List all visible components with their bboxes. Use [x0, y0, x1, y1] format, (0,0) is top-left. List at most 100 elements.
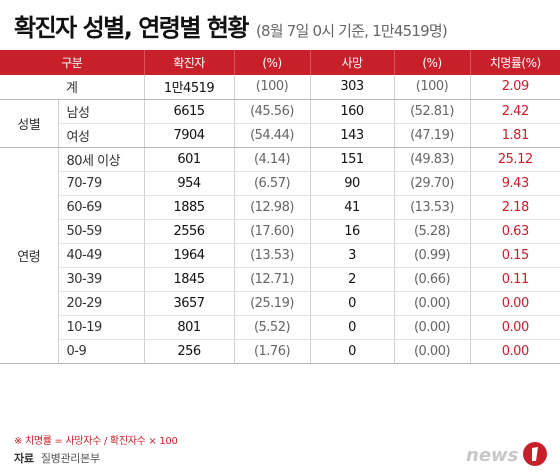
cases-pct-cell: (54.44)	[234, 123, 311, 148]
fatality-cell: 0.00	[470, 291, 560, 316]
table-row: 성별 남성 6615 (45.56) 160 (52.81) 2.42	[0, 99, 560, 148]
table-row: 70-79 954 (6.57) 90 (29.70) 9.43	[0, 171, 560, 196]
row-label: 여성	[58, 123, 145, 148]
cases-pct-cell: (25.19)	[234, 291, 311, 316]
cases-cell: 6615	[144, 99, 235, 124]
deaths-cell: 151	[310, 147, 395, 172]
deaths-cell: 0	[310, 291, 395, 316]
cases-cell: 1만4519	[144, 75, 235, 100]
fatality-cell: 2.18	[470, 195, 560, 220]
cases-cell: 1964	[144, 243, 235, 268]
deaths-pct-cell: (13.53)	[394, 195, 471, 220]
cases-cell: 1885	[144, 195, 235, 220]
fatality-cell: 0.15	[470, 243, 560, 268]
cases-cell: 2556	[144, 219, 235, 244]
cases-cell: 7904	[144, 123, 235, 148]
deaths-pct-cell: (52.81)	[394, 99, 471, 124]
table-row-total: 계 1만4519 (100) 303 (100) 2.09	[0, 75, 560, 100]
cases-pct-cell: (4.14)	[234, 147, 311, 172]
header-cases: 확진자	[144, 50, 235, 75]
table-row: 연령 80세 이상 601 (4.14) 151 (49.83) 25.12	[0, 147, 560, 364]
fatality-cell: 2.09	[470, 75, 560, 100]
svg-text:news: news	[466, 445, 519, 466]
row-label: 계	[0, 75, 145, 100]
table-row: 0-9 256 (1.76) 0 (0.00) 0.00	[0, 339, 560, 364]
group-label-age: 연령	[0, 147, 59, 364]
deaths-cell: 41	[310, 195, 395, 220]
table-row: 50-59 2556 (17.60) 16 (5.28) 0.63	[0, 219, 560, 244]
source-value: 질병관리본부	[40, 452, 100, 465]
footnote: ※ 치명률 = 사망자수 / 확진자수 × 100	[14, 436, 178, 447]
deaths-pct-cell: (29.70)	[394, 171, 471, 196]
cases-pct-cell: (13.53)	[234, 243, 311, 268]
row-label: 60-69	[58, 195, 145, 220]
row-label: 30-39	[58, 267, 145, 292]
deaths-cell: 16	[310, 219, 395, 244]
header-fatality: 치명률(%)	[470, 50, 560, 75]
deaths-cell: 143	[310, 123, 395, 148]
cases-cell: 3657	[144, 291, 235, 316]
table-row: 30-39 1845 (12.71) 2 (0.66) 0.11	[0, 267, 560, 292]
cases-pct-cell: (45.56)	[234, 99, 311, 124]
header-category: 구분	[0, 50, 145, 75]
table-row: 20-29 3657 (25.19) 0 (0.00) 0.00	[0, 291, 560, 316]
news1-logo: news	[466, 442, 547, 466]
header-deaths-pct: (%)	[394, 50, 471, 75]
row-label: 70-79	[58, 171, 145, 196]
page-subtitle: (8월 7일 0시 기준, 1만4519명)	[255, 22, 448, 40]
group-label-sex: 성별	[0, 99, 59, 148]
fatality-cell: 1.81	[470, 123, 560, 148]
cases-cell: 256	[144, 339, 235, 364]
fatality-cell: 0.00	[470, 315, 560, 340]
source-label: 자료	[14, 452, 34, 465]
row-label: 80세 이상	[58, 147, 145, 172]
deaths-pct-cell: (100)	[394, 75, 471, 100]
table-row: 10-19 801 (5.52) 0 (0.00) 0.00	[0, 315, 560, 340]
row-label: 20-29	[58, 291, 145, 316]
table-row: 40-49 1964 (13.53) 3 (0.99) 0.15	[0, 243, 560, 268]
cases-cell: 601	[144, 147, 235, 172]
deaths-pct-cell: (0.00)	[394, 339, 471, 364]
cases-cell: 1845	[144, 267, 235, 292]
cases-pct-cell: (6.57)	[234, 171, 311, 196]
header-cases-pct: (%)	[234, 50, 311, 75]
deaths-cell: 160	[310, 99, 395, 124]
cases-pct-cell: (12.71)	[234, 267, 311, 292]
source-line: 자료 질병관리본부	[14, 450, 100, 466]
cases-pct-cell: (5.52)	[234, 315, 311, 340]
fatality-cell: 0.63	[470, 219, 560, 244]
row-label: 0-9	[58, 339, 145, 364]
deaths-cell: 303	[310, 75, 395, 100]
table-row: 60-69 1885 (12.98) 41 (13.53) 2.18	[0, 195, 560, 220]
statistics-table: 구분 확진자 (%) 사망 (%) 치명률(%) 계 1만4519 (100) …	[0, 50, 560, 364]
fatality-cell: 0.11	[470, 267, 560, 292]
row-label: 40-49	[58, 243, 145, 268]
fatality-cell: 25.12	[470, 147, 560, 172]
fatality-cell: 2.42	[470, 99, 560, 124]
page-title: 확진자 성별, 연령별 현황	[14, 14, 249, 42]
deaths-cell: 2	[310, 267, 395, 292]
deaths-pct-cell: (0.00)	[394, 291, 471, 316]
cases-pct-cell: (17.60)	[234, 219, 311, 244]
deaths-pct-cell: (0.00)	[394, 315, 471, 340]
cases-cell: 801	[144, 315, 235, 340]
deaths-pct-cell: (5.28)	[394, 219, 471, 244]
cases-pct-cell: (100)	[234, 75, 311, 100]
table-row: 여성 7904 (54.44) 143 (47.19) 1.81	[0, 123, 560, 148]
row-label: 10-19	[58, 315, 145, 340]
fatality-cell: 0.00	[470, 339, 560, 364]
deaths-cell: 0	[310, 315, 395, 340]
cases-pct-cell: (1.76)	[234, 339, 311, 364]
deaths-cell: 90	[310, 171, 395, 196]
deaths-pct-cell: (0.66)	[394, 267, 471, 292]
header-deaths: 사망	[310, 50, 395, 75]
deaths-pct-cell: (47.19)	[394, 123, 471, 148]
cases-cell: 954	[144, 171, 235, 196]
table-header-row: 구분 확진자 (%) 사망 (%) 치명률(%)	[0, 50, 560, 75]
row-label: 남성	[58, 99, 145, 124]
deaths-cell: 3	[310, 243, 395, 268]
fatality-cell: 9.43	[470, 171, 560, 196]
cases-pct-cell: (12.98)	[234, 195, 311, 220]
deaths-pct-cell: (0.99)	[394, 243, 471, 268]
row-label: 50-59	[58, 219, 145, 244]
